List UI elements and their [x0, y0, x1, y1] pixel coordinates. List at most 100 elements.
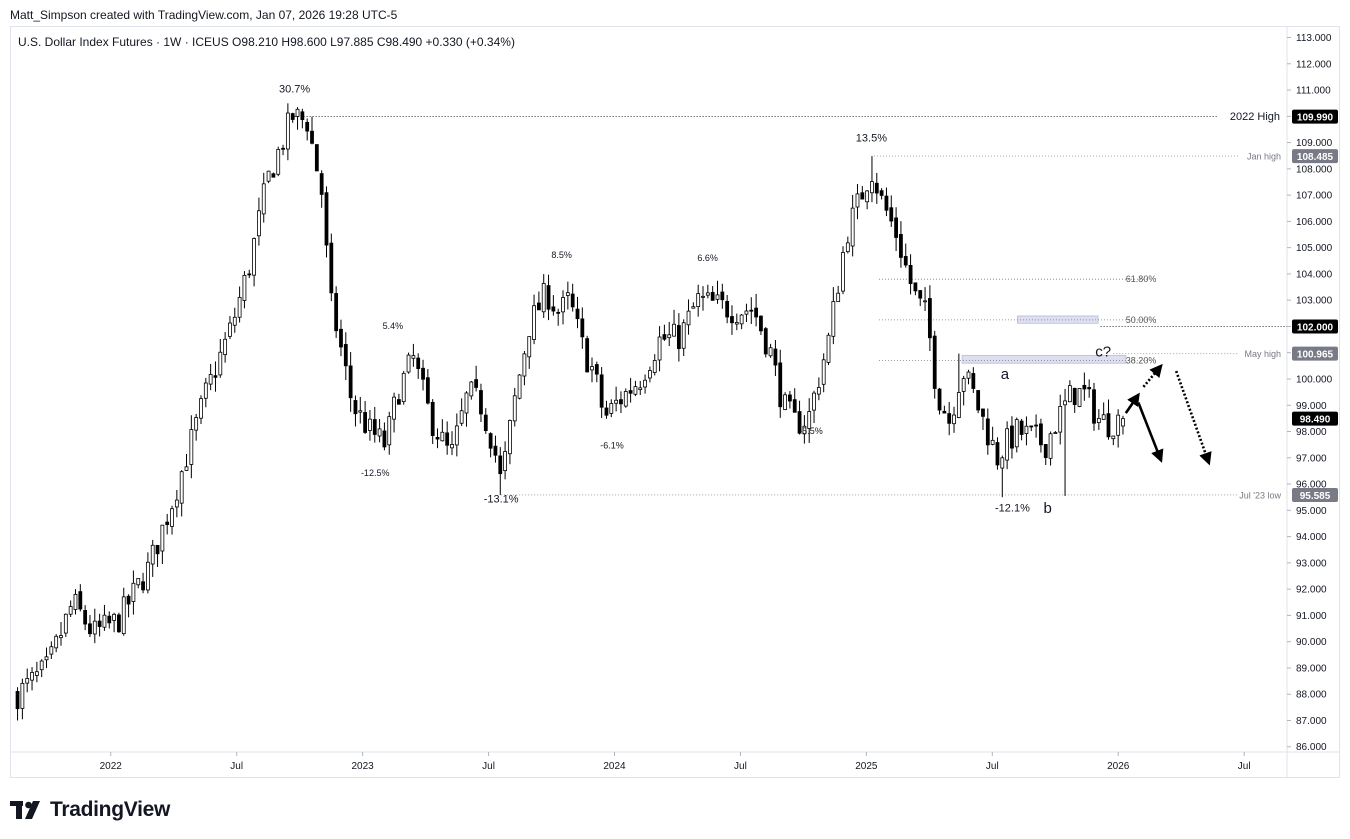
- candle-body: [1111, 435, 1116, 440]
- candle-body: [145, 561, 150, 591]
- candle-body: [392, 396, 396, 420]
- brand-name: TradingView: [50, 798, 171, 821]
- chart-annotation: b: [1044, 500, 1052, 517]
- candle-body: [802, 425, 807, 435]
- price-tick-label: 94.000: [1296, 532, 1327, 543]
- chart-annotation: -12.5%: [361, 468, 390, 478]
- chart-annotation: 13.5%: [856, 132, 887, 144]
- price-tick-label: 89.000: [1296, 663, 1327, 674]
- price-tick-label: 105.000: [1296, 243, 1333, 254]
- price-badge-text: 109.990: [1297, 113, 1334, 124]
- price-tick-label: 90.000: [1296, 637, 1327, 648]
- candle-body: [44, 656, 49, 661]
- candle-body: [961, 378, 966, 392]
- candle-body: [353, 400, 358, 415]
- candle-body: [570, 293, 575, 308]
- candle-body: [73, 593, 78, 610]
- candle-body: [681, 322, 686, 349]
- candle-body: [218, 351, 223, 376]
- candle-body: [913, 282, 918, 292]
- price-tick-label: 86.000: [1296, 742, 1327, 753]
- time-tick-label: 2022: [100, 761, 123, 772]
- candle-body: [831, 301, 836, 337]
- candle-body: [300, 111, 305, 121]
- chart-annotation: a: [1001, 366, 1010, 383]
- price-tick-label: 113.000: [1296, 33, 1332, 44]
- candle-body: [1000, 457, 1005, 469]
- candle-body: [339, 328, 343, 348]
- candle-body: [194, 417, 199, 431]
- candle-body: [498, 455, 503, 475]
- candle-body: [705, 292, 710, 296]
- price-badge-text: 95.585: [1300, 491, 1331, 502]
- candle-body: [290, 113, 295, 120]
- price-badge-bg: [1292, 346, 1338, 361]
- candle-body: [966, 371, 971, 379]
- price-tick-label: 96.000: [1296, 480, 1327, 491]
- price-badge-bg: [1292, 149, 1338, 164]
- candle-body: [474, 379, 479, 388]
- candle-body: [445, 432, 450, 446]
- candle-body: [614, 399, 619, 404]
- candle-body: [899, 234, 903, 258]
- candle-body: [78, 591, 83, 610]
- candle-body: [25, 678, 30, 684]
- candle-body: [68, 606, 73, 615]
- candle-body: [512, 395, 517, 422]
- candle-body: [792, 399, 797, 413]
- candle-body: [551, 306, 556, 312]
- candle-body: [237, 297, 242, 318]
- price-badge-text: 102.000: [1297, 322, 1334, 333]
- candle-body: [281, 147, 285, 150]
- candle-body: [121, 596, 126, 635]
- candle-body: [483, 414, 488, 431]
- price-tick-label: 111.000: [1296, 86, 1331, 97]
- candle-body: [184, 466, 189, 471]
- candle-body: [20, 682, 25, 709]
- level-label: May high: [1244, 349, 1281, 359]
- candle-body: [599, 374, 604, 408]
- candle-body: [749, 309, 754, 312]
- candle-body: [686, 310, 691, 326]
- candle-body: [170, 508, 174, 527]
- candle-body: [1043, 444, 1048, 458]
- candle-body: [788, 394, 792, 402]
- candle-body: [329, 242, 334, 294]
- candle-body: [894, 217, 898, 238]
- candle-body: [667, 334, 672, 339]
- chart-annotation: -13.1%: [484, 493, 519, 505]
- candle-body: [203, 382, 208, 399]
- candle-body: [773, 348, 778, 366]
- candle-body: [923, 300, 927, 303]
- candle-body: [981, 408, 985, 417]
- candle-body: [1116, 414, 1121, 436]
- candle-body: [1096, 417, 1101, 424]
- candle-body: [590, 366, 594, 371]
- candle-body: [580, 318, 585, 338]
- candle-body: [744, 310, 749, 315]
- candle-body: [536, 302, 541, 311]
- candle-body: [860, 192, 865, 200]
- candle-body: [759, 315, 763, 332]
- candle-body: [1106, 413, 1111, 438]
- candle-body: [223, 338, 228, 356]
- candle-body: [440, 431, 445, 442]
- candle-body: [508, 420, 512, 455]
- candle-body: [126, 595, 131, 605]
- candle-body: [112, 613, 116, 621]
- candle-body: [160, 524, 165, 552]
- candle-body: [189, 429, 194, 465]
- candle-body: [956, 392, 961, 418]
- candle-body: [908, 265, 913, 284]
- candle-body: [1067, 385, 1072, 403]
- price-badge-bg: [1292, 319, 1338, 334]
- candle-body: [199, 398, 203, 419]
- candle-body: [416, 357, 421, 369]
- time-tick-label: 2026: [1107, 761, 1130, 772]
- chart-annotation: 8.5%: [551, 250, 572, 260]
- candle-body: [208, 374, 213, 385]
- price-badge: 100.965: [1292, 346, 1338, 361]
- candle-body: [348, 365, 353, 399]
- brand-logo: TradingView: [10, 797, 170, 823]
